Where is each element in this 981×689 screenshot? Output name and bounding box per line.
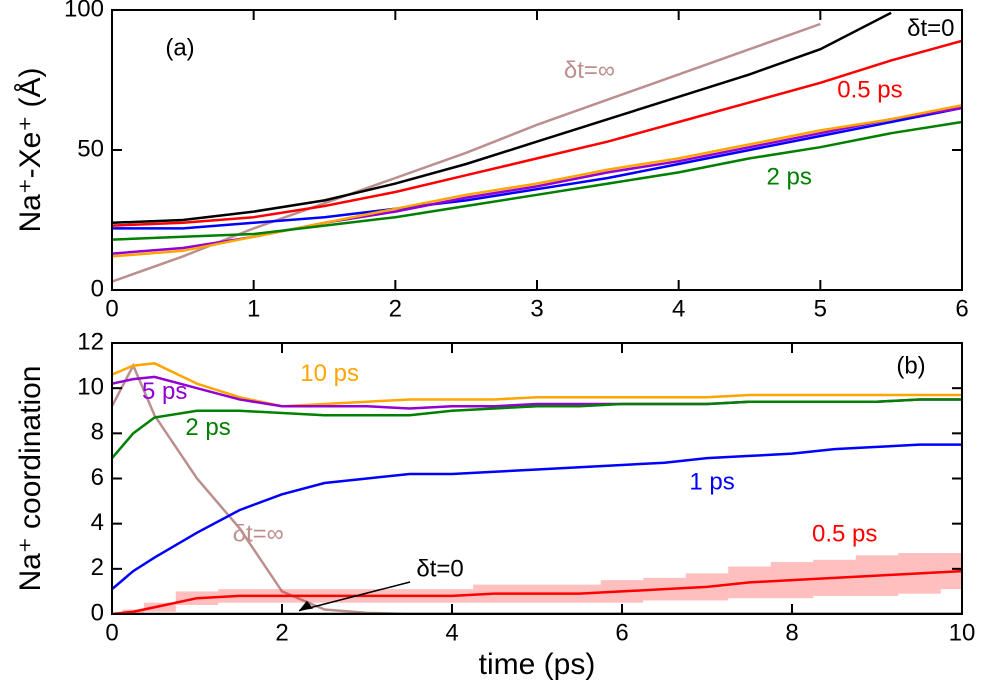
y-tick-label: 12 xyxy=(77,328,104,355)
x-axis-label: time (ps) xyxy=(479,648,596,681)
x-tick-label: 2 xyxy=(275,619,288,646)
y-tick-label: 6 xyxy=(91,464,104,491)
series-label: 5 ps xyxy=(142,378,187,405)
x-tick-label: 0 xyxy=(105,295,118,322)
series-label: δt=∞ xyxy=(564,57,615,84)
y-axis-label: Na⁺ coordination xyxy=(14,366,47,592)
series-line xyxy=(112,22,821,283)
series-line xyxy=(112,569,962,614)
plot-area xyxy=(112,11,962,283)
arrow-head xyxy=(299,600,313,611)
series-label: 1 ps xyxy=(689,468,734,495)
y-tick-label: 2 xyxy=(91,554,104,581)
panel-label: (b) xyxy=(896,353,925,380)
x-tick-label: 1 xyxy=(247,295,260,322)
series-line xyxy=(112,106,962,255)
series-label: δt=0 xyxy=(416,555,463,582)
y-tick-label: 100 xyxy=(64,0,104,22)
panel-label: (a) xyxy=(165,35,194,62)
annotation-arrow xyxy=(298,581,411,612)
series-label: 0.5 ps xyxy=(812,520,877,547)
y-tick-label: 8 xyxy=(91,419,104,446)
series-line xyxy=(112,362,962,408)
y-tick-label: 0 xyxy=(91,275,104,302)
series-line xyxy=(112,120,962,241)
x-tick-label: 6 xyxy=(955,295,968,322)
series-label: 10 ps xyxy=(300,360,359,387)
series-label: δt=0 xyxy=(907,15,954,42)
series-line xyxy=(112,443,962,591)
series-line xyxy=(112,106,962,230)
x-tick-label: 4 xyxy=(672,295,685,322)
plot-area xyxy=(112,362,962,614)
series-label: δt=∞ xyxy=(233,520,284,547)
y-tick-label: 4 xyxy=(91,509,104,536)
x-tick-label: 5 xyxy=(814,295,827,322)
x-tick-label: 6 xyxy=(615,619,628,646)
y-tick-label: 50 xyxy=(77,135,104,162)
x-tick-label: 10 xyxy=(949,619,976,646)
series-line xyxy=(112,362,962,614)
y-tick-label: 0 xyxy=(91,599,104,626)
y-axis-label: Na⁺-Xe⁺ (Å) xyxy=(14,67,47,232)
x-tick-label: 2 xyxy=(389,295,402,322)
x-tick-label: 3 xyxy=(530,295,543,322)
series-line xyxy=(112,103,962,258)
series-line xyxy=(112,398,962,459)
axes-frame xyxy=(111,9,963,291)
series-label: 0.5 ps xyxy=(837,77,902,104)
x-tick-label: 8 xyxy=(785,619,798,646)
x-tick-label: 0 xyxy=(105,619,118,646)
series-line xyxy=(112,39,962,227)
series-line xyxy=(112,11,892,225)
series-label: 2 ps xyxy=(185,414,230,441)
x-tick-label: 4 xyxy=(445,619,458,646)
series-line xyxy=(112,375,962,410)
series-label: 2 ps xyxy=(766,163,811,190)
y-tick-label: 10 xyxy=(77,374,104,401)
